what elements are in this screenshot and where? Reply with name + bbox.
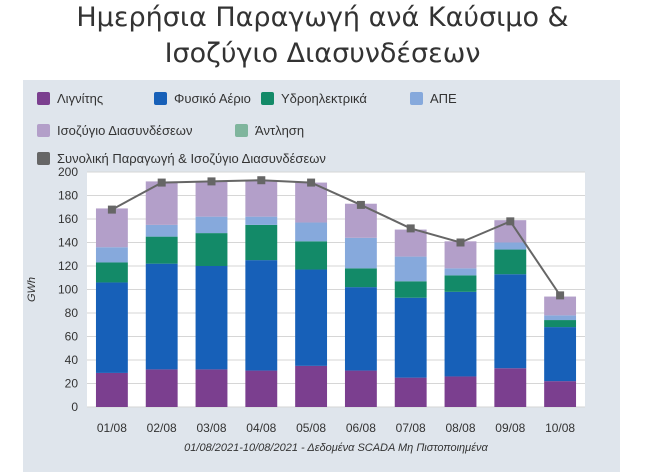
total-line (111, 179, 561, 296)
bar-segment (195, 181, 228, 217)
bar-segment (195, 266, 228, 370)
bar-segment (444, 275, 477, 292)
chart-panel: 0 20 40 60 80 100 120 140 160 180 200 GWh 01/08 02/08… (23, 80, 620, 472)
total-line-marker (307, 178, 316, 187)
x-tick-label: 03/08 (196, 421, 226, 435)
bar-segment (394, 377, 427, 407)
legend-swatch (261, 92, 274, 105)
bar-segment (95, 208, 128, 248)
x-tick-label: 09/08 (495, 421, 525, 435)
y-tick-label: 180 (58, 189, 78, 203)
y-tick-label: 40 (65, 353, 79, 367)
bar-segment (544, 296, 577, 316)
legend-label: Ισοζύγιο Διασυνδέσεων (57, 123, 192, 138)
y-tick-label: 160 (58, 212, 78, 226)
x-tick-label: 05/08 (296, 421, 326, 435)
total-line-marker (257, 176, 266, 185)
bar-segment (344, 268, 377, 288)
bar-segment (444, 291, 477, 377)
legend-label: ΑΠΕ (430, 91, 457, 106)
page-title-line-1: Ημερήσια Παραγωγή ανά Καύσιμο & (76, 2, 569, 33)
x-tick-label: 08/08 (445, 421, 475, 435)
bar-segment (394, 281, 427, 298)
bar-segment (95, 372, 128, 407)
bar-segment (195, 369, 228, 407)
y-tick-label: 100 (58, 283, 78, 297)
legend-swatch (410, 92, 423, 105)
bar-segment (95, 247, 128, 263)
legend-swatch (235, 124, 248, 137)
bar-segment (494, 242, 527, 250)
bar-segment (394, 256, 427, 282)
bar-segment (145, 224, 178, 237)
bar-segment (295, 222, 328, 242)
legend-swatch (37, 152, 50, 165)
bar-segment (544, 327, 577, 382)
bar-segment (295, 241, 328, 270)
bar-segment (195, 233, 228, 266)
bar-segment (494, 249, 527, 275)
total-line-marker (456, 238, 465, 247)
bar-segment (394, 229, 427, 257)
total-line-marker (556, 291, 565, 300)
bar-segment (245, 224, 278, 261)
bar-segment (245, 180, 278, 217)
bar-segment (295, 365, 328, 407)
bar-segment (245, 216, 278, 225)
bar-segment (544, 381, 577, 407)
chart: 0 20 40 60 80 100 120 140 160 180 200 GWh 01/08 02/08… (26, 91, 585, 454)
bar-segment (245, 260, 278, 371)
bar-segment (95, 282, 128, 373)
y-tick-label: 140 (58, 236, 78, 250)
page-title: Ημερήσια Παραγωγή ανά Καύσιμο & Ισοζύγιο… (0, 0, 645, 72)
total-line-marker (506, 217, 515, 226)
legend-swatch (154, 92, 167, 105)
legend-label: Υδροηλεκτρικά (281, 91, 367, 106)
page-title-line-2: Ισοζύγιο Διασυνδέσεων (164, 38, 481, 69)
y-tick-label: 120 (58, 259, 78, 273)
y-tick-label: 20 (65, 377, 79, 391)
bar-segment (245, 370, 278, 407)
y-tick-label: 60 (65, 330, 79, 344)
total-line-marker (107, 205, 116, 214)
bar-segment (544, 315, 577, 321)
bar-segment (444, 376, 477, 407)
bar-segment (394, 297, 427, 378)
bar-segment (295, 269, 328, 366)
bar-segment (95, 262, 128, 283)
legend-label: Συνολική Παραγωγή & Ισοζύγιο Διασυνδέσεω… (57, 151, 326, 166)
bar-segment (444, 268, 477, 276)
legend-swatch (37, 124, 50, 137)
total-line-marker (406, 224, 415, 233)
x-tick-label: 06/08 (346, 421, 376, 435)
total-line-marker (157, 178, 166, 187)
x-tick-label: 01/08 (97, 421, 127, 435)
bar-segment (145, 236, 178, 264)
bar-segment (494, 368, 527, 407)
y-tick-label: 200 (58, 165, 78, 179)
bar-segment (344, 370, 377, 407)
x-tick-label: 04/08 (246, 421, 276, 435)
legend-label: Φυσικό Αέριο (174, 91, 251, 106)
legend-label: Άντληση (255, 123, 304, 138)
y-tick-label: 80 (65, 306, 79, 320)
y-axis-title: GWh (26, 277, 38, 302)
total-line-marker (356, 200, 365, 209)
bar-segment (344, 237, 377, 269)
x-tick-label: 02/08 (147, 421, 177, 435)
x-axis-title: 01/08/2021-10/08/2021 - Δεδομένα SCADA Μ… (184, 442, 488, 454)
y-tick-label: 0 (71, 400, 78, 414)
bar-segment (195, 216, 228, 234)
bar-segment (494, 274, 527, 369)
bar-segment (544, 320, 577, 328)
x-tick-label: 07/08 (396, 421, 426, 435)
bar-segment (145, 369, 178, 407)
legend-label: Λιγνίτης (57, 91, 103, 106)
bar-segment (344, 287, 377, 371)
bar-segment (145, 263, 178, 370)
total-line-marker (207, 177, 216, 186)
legend-swatch (37, 92, 50, 105)
bar-segment (295, 182, 328, 223)
x-tick-label: 10/08 (545, 421, 575, 435)
